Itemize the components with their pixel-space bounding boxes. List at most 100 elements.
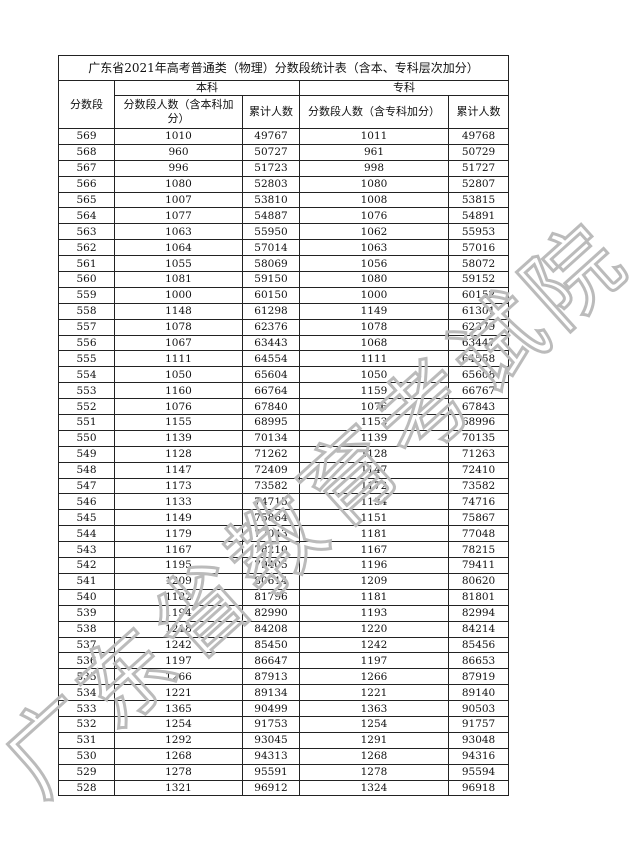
cell-benke-count: 1221 <box>114 684 243 702</box>
cell-zhuanke-cumulative: 50729 <box>447 143 510 161</box>
cell-zhuanke-count: 1068 <box>299 334 449 352</box>
table-row: 554 1050 65604 1050 65608 <box>58 366 510 384</box>
cell-score: 541 <box>58 572 115 590</box>
cell-benke-count: 1197 <box>114 652 243 670</box>
cell-zhuanke-count: 1363 <box>299 700 449 717</box>
cell-zhuanke-cumulative: 79411 <box>447 557 510 574</box>
table-row: 547 1173 73582 1172 73582 <box>58 477 510 495</box>
cell-zhuanke-cumulative: 87919 <box>447 668 510 686</box>
cell-zhuanke-count: 1011 <box>299 128 449 145</box>
cell-benke-cumulative: 90499 <box>242 700 300 717</box>
cell-zhuanke-count: 1193 <box>299 604 449 622</box>
header-zhuanke-count: 分数段人数（含专科加分） <box>299 95 449 129</box>
cell-score: 549 <box>58 445 115 463</box>
cell-zhuanke-cumulative: 80620 <box>447 572 510 590</box>
cell-benke-count: 1081 <box>114 271 243 288</box>
cell-benke-cumulative: 77043 <box>242 525 300 543</box>
cell-zhuanke-cumulative: 75867 <box>447 509 510 527</box>
cell-zhuanke-cumulative: 68996 <box>447 414 510 431</box>
cell-zhuanke-count: 1149 <box>299 302 449 320</box>
cell-zhuanke-cumulative: 66767 <box>447 382 510 400</box>
cell-zhuanke-cumulative: 51727 <box>447 159 510 177</box>
cell-benke-cumulative: 70134 <box>242 429 300 447</box>
table-row: 559 1000 60150 1000 60152 <box>58 286 510 304</box>
table-row: 548 1147 72409 1147 72410 <box>58 461 510 479</box>
cell-zhuanke-cumulative: 95594 <box>447 763 510 781</box>
cell-zhuanke-cumulative: 55953 <box>447 223 510 241</box>
cell-zhuanke-cumulative: 62379 <box>447 318 510 336</box>
cell-score: 569 <box>58 128 115 145</box>
table-row: 549 1128 71262 1128 71263 <box>58 445 510 463</box>
header-benke-cumulative: 累计人数 <box>242 95 300 129</box>
score-distribution-table: 广东省2021年高考普通类（物理）分数段统计表（含本、专科层次加分） 分数段 本… <box>57 55 510 797</box>
table-row: 539 1194 82990 1193 82994 <box>58 604 510 622</box>
header-benke-count: 分数段人数（含本科加分） <box>114 95 243 129</box>
cell-zhuanke-cumulative: 60152 <box>447 286 510 304</box>
cell-zhuanke-cumulative: 93048 <box>447 731 510 749</box>
cell-score: 550 <box>58 429 115 447</box>
cell-zhuanke-count: 1197 <box>299 652 449 670</box>
cell-benke-count: 1077 <box>114 207 243 225</box>
cell-zhuanke-count: 1181 <box>299 588 449 606</box>
cell-zhuanke-count: 1254 <box>299 715 449 733</box>
table-row: 546 1133 74715 1134 74716 <box>58 493 510 511</box>
cell-zhuanke-count: 1324 <box>299 779 449 797</box>
cell-score: 553 <box>58 382 115 400</box>
cell-zhuanke-cumulative: 78215 <box>447 541 510 559</box>
cell-benke-cumulative: 51723 <box>242 159 300 177</box>
cell-zhuanke-cumulative: 58072 <box>447 255 510 273</box>
cell-benke-count: 1292 <box>114 731 243 749</box>
cell-score: 545 <box>58 509 115 527</box>
cell-score: 557 <box>58 318 115 336</box>
cell-score: 559 <box>58 286 115 304</box>
cell-zhuanke-cumulative: 59152 <box>447 271 510 288</box>
cell-score: 567 <box>58 159 115 177</box>
table-row: 563 1063 55950 1062 55953 <box>58 223 510 241</box>
cell-zhuanke-count: 1080 <box>299 175 449 193</box>
cell-benke-count: 1365 <box>114 700 243 717</box>
cell-zhuanke-count: 1291 <box>299 731 449 749</box>
cell-benke-cumulative: 95591 <box>242 763 300 781</box>
cell-benke-cumulative: 72409 <box>242 461 300 479</box>
cell-zhuanke-cumulative: 64558 <box>447 350 510 368</box>
cell-zhuanke-cumulative: 61301 <box>447 302 510 320</box>
cell-benke-count: 1209 <box>114 572 243 590</box>
cell-score: 558 <box>58 302 115 320</box>
table-row: 542 1195 79405 1196 79411 <box>58 557 510 574</box>
cell-score: 548 <box>58 461 115 479</box>
cell-benke-count: 1149 <box>114 509 243 527</box>
table-row: 538 1218 84208 1220 84214 <box>58 620 510 638</box>
cell-score: 552 <box>58 398 115 416</box>
cell-score: 538 <box>58 620 115 638</box>
cell-benke-count: 1055 <box>114 255 243 273</box>
header-zhuanke: 专科 <box>298 80 510 96</box>
cell-benke-cumulative: 57014 <box>242 239 300 257</box>
cell-benke-count: 1179 <box>114 525 243 543</box>
cell-zhuanke-cumulative: 67843 <box>447 398 510 416</box>
cell-benke-count: 1147 <box>114 461 243 479</box>
cell-zhuanke-cumulative: 91757 <box>447 715 510 733</box>
cell-benke-cumulative: 71262 <box>242 445 300 463</box>
cell-benke-count: 1000 <box>114 286 243 304</box>
cell-benke-cumulative: 53810 <box>242 191 300 209</box>
table-row: 568 960 50727 961 50729 <box>58 143 510 161</box>
cell-zhuanke-count: 1134 <box>299 493 449 511</box>
cell-score: 535 <box>58 668 115 686</box>
cell-zhuanke-count: 961 <box>299 143 449 161</box>
table-row: 569 1010 49767 1011 49768 <box>58 128 510 145</box>
cell-zhuanke-count: 1008 <box>299 191 449 209</box>
cell-zhuanke-count: 1076 <box>299 207 449 225</box>
table-row: 535 1266 87913 1266 87919 <box>58 668 510 686</box>
cell-score: 554 <box>58 366 115 384</box>
cell-benke-count: 1139 <box>114 429 243 447</box>
table-row: 561 1055 58069 1056 58072 <box>58 255 510 273</box>
cell-zhuanke-count: 1111 <box>299 350 449 368</box>
header-zhuanke-cumulative: 累计人数 <box>447 95 510 129</box>
cell-score: 530 <box>58 747 115 765</box>
cell-benke-count: 1080 <box>114 175 243 193</box>
cell-zhuanke-count: 1167 <box>299 541 449 559</box>
cell-benke-count: 1173 <box>114 477 243 495</box>
table-row: 536 1197 86647 1197 86653 <box>58 652 510 670</box>
cell-benke-count: 996 <box>114 159 243 177</box>
cell-score: 537 <box>58 636 115 654</box>
